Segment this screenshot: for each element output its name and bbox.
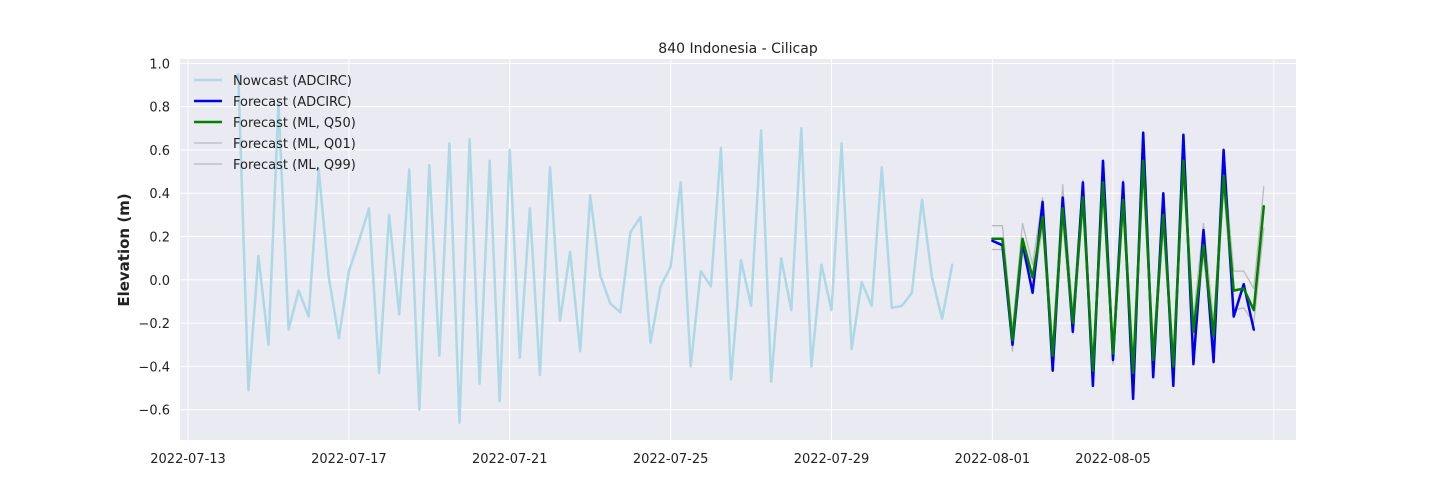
y-tick-label: −0.4 [138, 360, 170, 375]
y-axis-label: Elevation (m) [115, 193, 133, 306]
y-tick-label: 0.6 [149, 144, 170, 159]
series-lines [237, 72, 1266, 424]
legend-label: Forecast (ML, Q50) [233, 116, 356, 131]
legend-label: Forecast (ADCIRC) [233, 95, 352, 110]
legend-label: Nowcast (ADCIRC) [233, 74, 352, 89]
x-tick-label: 2022-08-01 [955, 452, 1031, 467]
x-tick-label: 2022-08-05 [1075, 452, 1151, 467]
y-tick-label: 0.2 [149, 231, 170, 246]
y-tick-label: −0.2 [138, 317, 170, 332]
x-tick-label: 2022-07-29 [794, 452, 870, 467]
series-line-forecast-ml-q50 [991, 159, 1266, 375]
series-line-nowcast-adcirc [237, 72, 954, 424]
y-tick-label: 0.4 [149, 187, 170, 202]
x-tick-label: 2022-07-13 [150, 452, 226, 467]
legend-label: Forecast (ML, Q99) [233, 158, 356, 173]
x-tick-label: 2022-07-17 [311, 452, 387, 467]
legend: Nowcast (ADCIRC) Forecast (ADCIRC) Forecas… [194, 74, 356, 173]
y-tick-label: 0.0 [149, 274, 170, 289]
tick-labels: −0.6 −0.4 −0.2 0.0 0.2 0.4 0.6 0.8 1.0 2022-07-13… [138, 57, 1150, 467]
x-tick-label: 2022-07-21 [472, 452, 548, 467]
x-tick-label: 2022-07-25 [633, 452, 709, 467]
y-tick-label: −0.6 [138, 404, 170, 419]
legend-label: Forecast (ML, Q01) [233, 137, 356, 152]
y-tick-label: 1.0 [149, 57, 170, 72]
y-tick-label: 0.8 [149, 101, 170, 116]
plot-background [180, 59, 1296, 440]
chart-title: 840 Indonesia - Cilicap [658, 41, 818, 57]
